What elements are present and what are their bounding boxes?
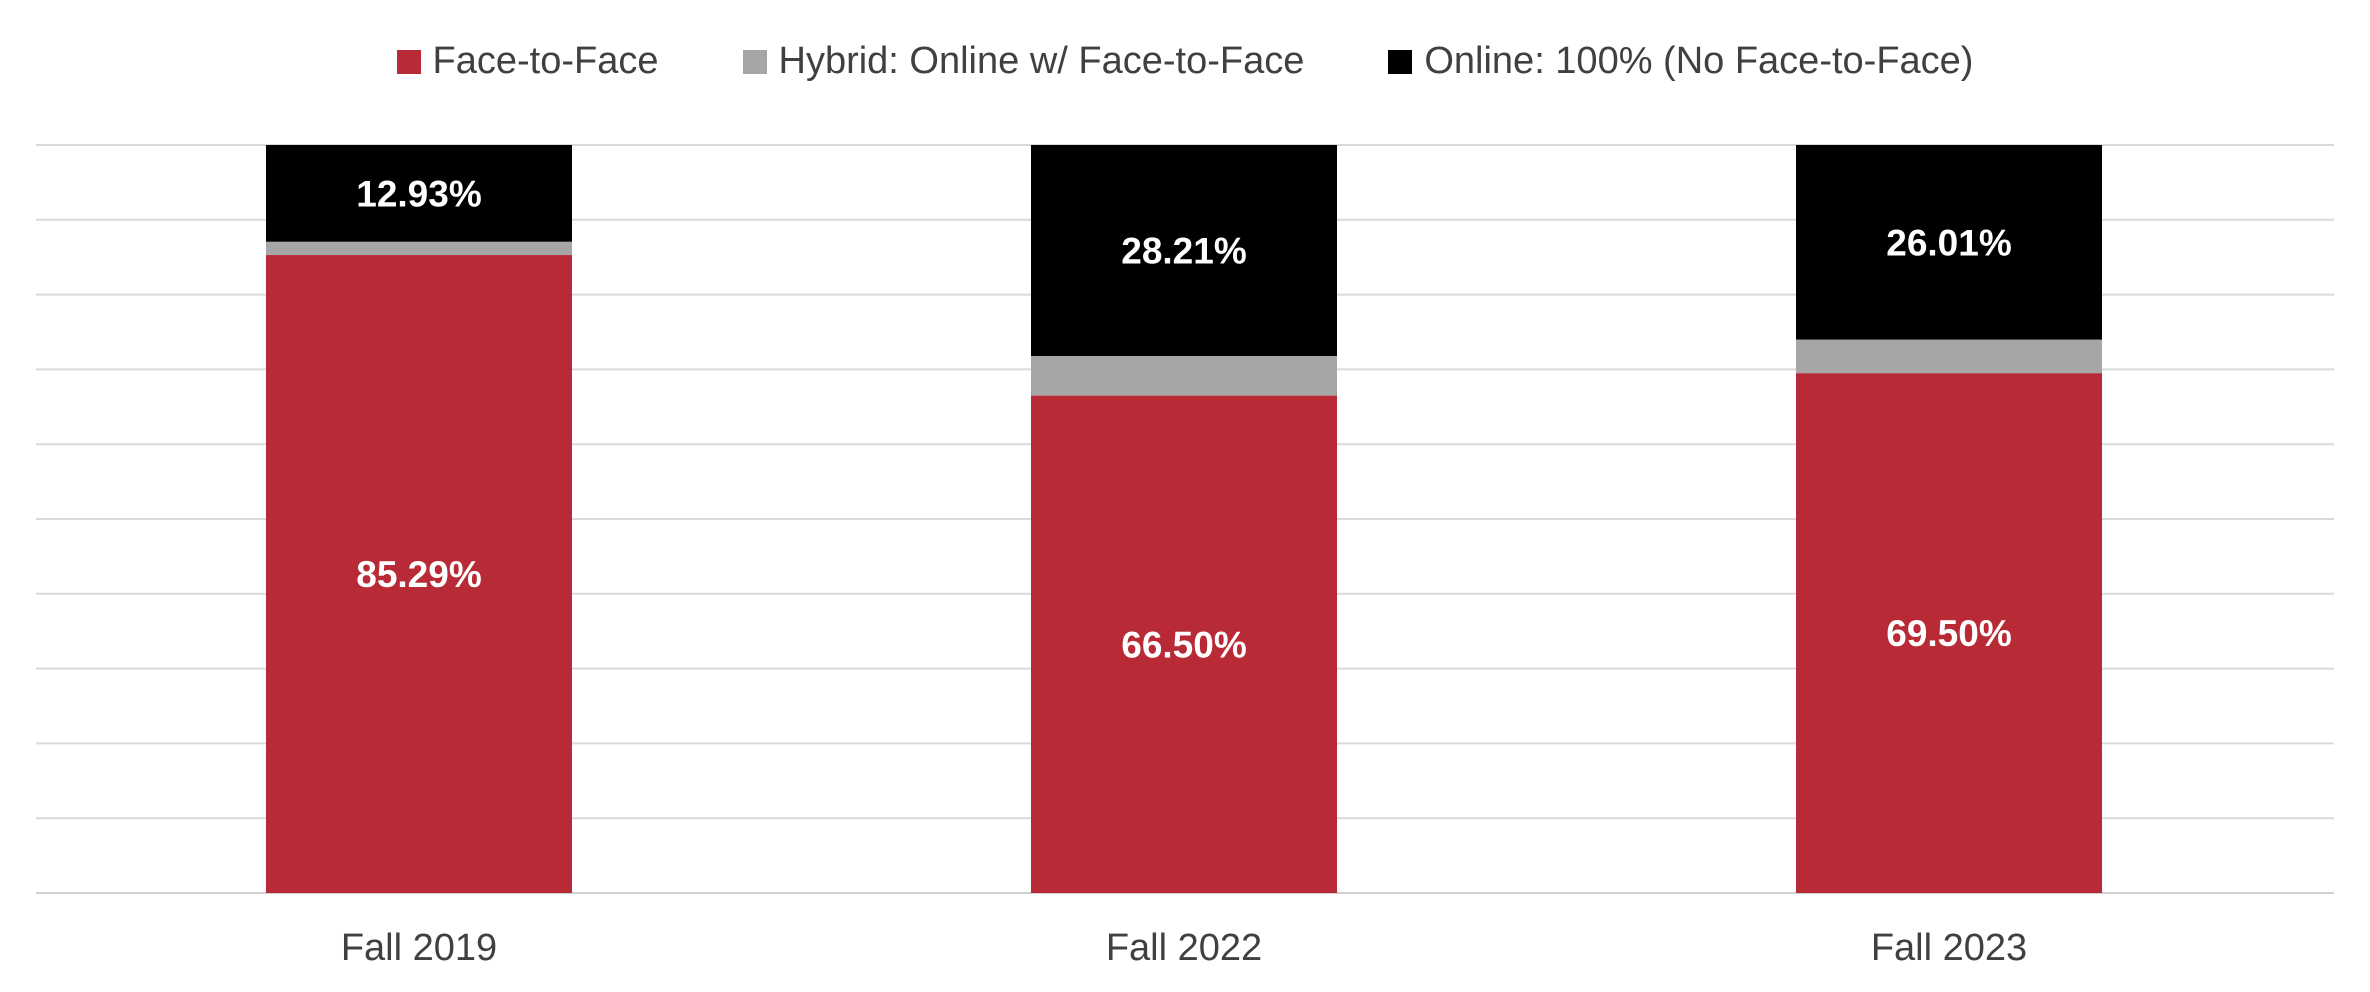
legend-swatch-online bbox=[1388, 49, 1413, 74]
data-label: 26.01% bbox=[1886, 222, 2012, 263]
bar-fall-2023-online bbox=[1796, 145, 2102, 340]
legend-item-hybrid: Hybrid: Online w/ Face-to-Face bbox=[742, 40, 1305, 83]
bar-fall-2022-online bbox=[1031, 145, 1337, 357]
data-label: 66.50% bbox=[1121, 624, 1247, 665]
legend-item-online: Online: 100% (No Face-to-Face) bbox=[1388, 40, 1973, 83]
x-tick-label: Fall 2019 bbox=[341, 927, 497, 969]
bar-fall-2019-online bbox=[266, 145, 572, 242]
legend-swatch-face-to-face bbox=[396, 49, 421, 74]
legend-label-face-to-face: Face-to-Face bbox=[432, 40, 659, 82]
bar-fall-2023-hybrid bbox=[1796, 339, 2102, 374]
x-tick-label: Fall 2023 bbox=[1871, 927, 2027, 969]
bar-fall-2023-face-to-face bbox=[1796, 373, 2102, 893]
legend: Face-to-Face Hybrid: Online w/ Face-to-F… bbox=[0, 40, 2370, 83]
legend-label-hybrid: Hybrid: Online w/ Face-to-Face bbox=[778, 40, 1305, 82]
legend-item-face-to-face: Face-to-Face bbox=[396, 40, 659, 83]
legend-swatch-hybrid bbox=[742, 49, 767, 74]
bar-fall-2022-hybrid bbox=[1031, 356, 1337, 396]
bar-fall-2019-hybrid bbox=[266, 241, 572, 256]
bar-fall-2019-face-to-face bbox=[266, 255, 572, 893]
data-label: 69.50% bbox=[1886, 613, 2012, 654]
data-label: 12.93% bbox=[356, 173, 482, 214]
x-tick-label: Fall 2022 bbox=[1106, 927, 1262, 969]
data-label: 28.21% bbox=[1121, 231, 1247, 272]
bar-fall-2022-face-to-face bbox=[1031, 395, 1337, 893]
legend-label-online: Online: 100% (No Face-to-Face) bbox=[1424, 40, 1974, 82]
data-label: 85.29% bbox=[356, 554, 482, 595]
